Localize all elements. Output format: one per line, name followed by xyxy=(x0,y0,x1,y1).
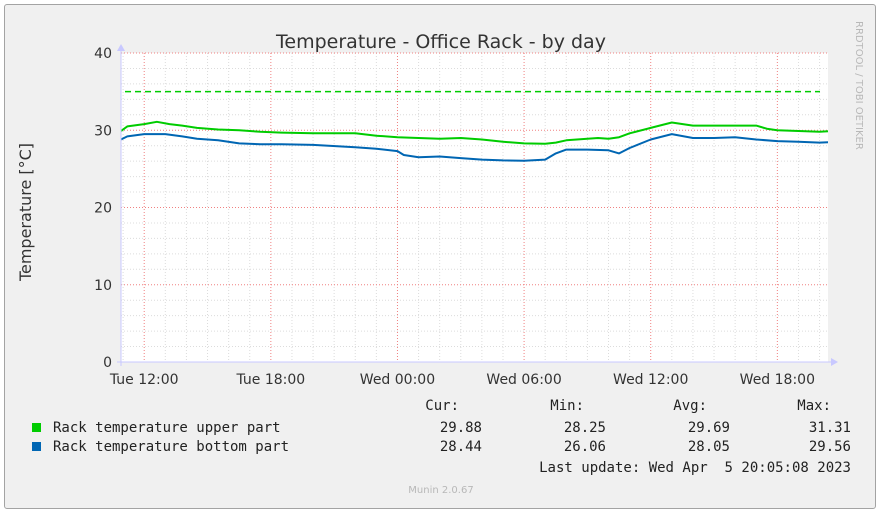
munin-version: Munin 2.0.67 xyxy=(408,485,473,496)
legend-header-avg: Avg: xyxy=(673,398,707,414)
legend-upper-cur: 29.88 xyxy=(440,420,482,436)
y-tick-label: 0 xyxy=(103,355,112,371)
last-update: Last update: Wed Apr 5 20:05:08 2023 xyxy=(539,460,851,476)
tick-labels: 0 10 20 30 40 Tue 12:00 Tue 18:00 Wed 00:00 Wed … xyxy=(94,46,815,388)
legend-upper-max: 31.31 xyxy=(809,420,851,436)
y-tick-label: 10 xyxy=(94,278,112,294)
legend-bottom-min: 26.06 xyxy=(564,439,606,455)
y-axis-label: Temperature [°C] xyxy=(16,143,35,282)
legend-upper-avg: 29.69 xyxy=(688,420,730,436)
x-tick-label: Tue 18:00 xyxy=(235,372,305,388)
legend-header-min: Min: xyxy=(550,398,584,414)
y-tick-label: 20 xyxy=(94,201,112,217)
chart-title: Temperature - Office Rack - by day xyxy=(275,31,606,53)
legend-swatch-bottom xyxy=(32,442,41,451)
x-axis-arrow xyxy=(831,358,838,366)
graph-frame: Temperature - Office Rack - by day Tempe… xyxy=(4,4,876,509)
minor-grid xyxy=(121,53,828,362)
x-tick-label: Wed 06:00 xyxy=(486,372,561,388)
x-tick-label: Tue 12:00 xyxy=(109,372,179,388)
legend-bottom-avg: 28.05 xyxy=(688,439,730,455)
series-line-1 xyxy=(120,133,829,162)
y-tick-label: 40 xyxy=(94,46,112,62)
x-tick-label: Wed 18:00 xyxy=(740,372,815,388)
series-layer xyxy=(120,90,829,162)
x-tick-label: Wed 00:00 xyxy=(360,372,435,388)
legend-bottom-cur: 28.44 xyxy=(440,439,482,455)
legend-upper-min: 28.25 xyxy=(564,420,606,436)
axes xyxy=(117,44,838,366)
chart-svg: Temperature - Office Rack - by day Tempe… xyxy=(16,21,864,496)
legend: Cur: Min: Avg: Max: Rack temperature upp… xyxy=(32,398,851,476)
series-line-0 xyxy=(120,120,829,145)
legend-bottom-max: 29.56 xyxy=(809,439,851,455)
y-tick-label: 30 xyxy=(94,123,112,139)
legend-swatch-upper xyxy=(32,423,41,432)
legend-label-bottom: Rack temperature bottom part xyxy=(53,439,289,455)
x-tick-label: Wed 12:00 xyxy=(613,372,688,388)
legend-header-cur: Cur: xyxy=(425,398,459,414)
rrdtool-watermark: RRDTOOL / TOBI OETIKER xyxy=(853,21,864,150)
legend-label-upper: Rack temperature upper part xyxy=(53,420,281,436)
legend-header-max: Max: xyxy=(797,398,831,414)
y-axis-arrow xyxy=(117,44,125,51)
